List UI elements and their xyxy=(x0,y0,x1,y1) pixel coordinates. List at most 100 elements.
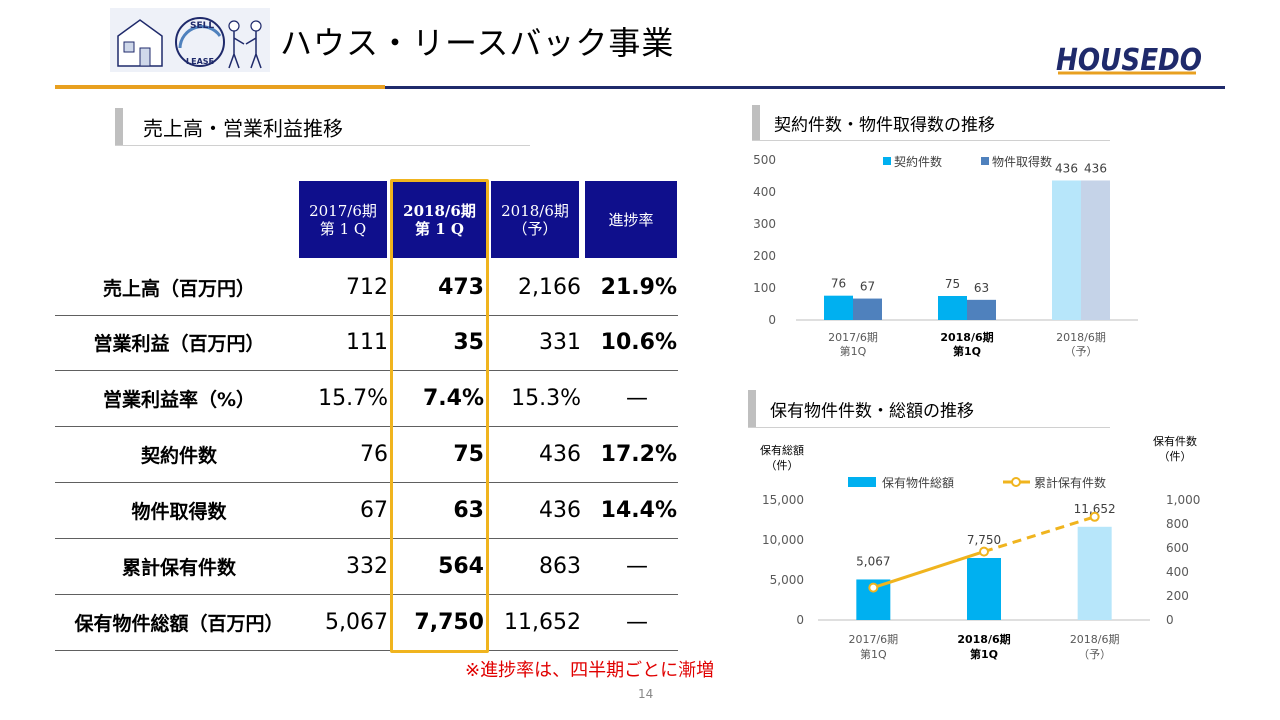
row-divider xyxy=(55,315,678,316)
y-tick-label: 100 xyxy=(753,281,776,295)
row-label: 累計保有件数 xyxy=(121,557,236,579)
y-tick-label: 300 xyxy=(753,217,776,231)
legend-swatch xyxy=(981,157,989,165)
table-cell: 5,067 xyxy=(325,610,388,635)
bar xyxy=(938,296,967,320)
line-segment-forecast xyxy=(983,515,1096,554)
table-cell: 67 xyxy=(360,498,388,523)
row-divider xyxy=(55,482,678,483)
column-header-2018q1: 2018/6期第 1 Q xyxy=(393,181,486,258)
table-cell: 7,750 xyxy=(414,610,484,635)
sell-lease-illustration: SELL LEASE xyxy=(110,8,270,72)
table-cell: 75 xyxy=(453,442,484,467)
housedo-logo: HOUSEDO xyxy=(1056,43,1202,76)
bar-value-label: 5,067 xyxy=(856,554,890,568)
bar xyxy=(1052,180,1081,320)
column-header-2017q1: 2017/6期第 1 Q xyxy=(299,181,387,258)
y-tick-label-left: 5,000 xyxy=(770,573,804,587)
bar-value-label: 11,652 xyxy=(1074,502,1116,516)
table-cell: 63 xyxy=(453,498,484,523)
table-cell: 17.2% xyxy=(600,442,677,467)
row-divider xyxy=(55,650,678,651)
bar-value-label: 76 xyxy=(831,277,846,291)
bar-value-label: 7,750 xyxy=(967,533,1001,547)
section-title-sales: 売上高・営業利益推移 xyxy=(143,116,343,141)
table-cell: 14.4% xyxy=(600,498,677,523)
table-cell: — xyxy=(626,610,648,635)
table-cell: 473 xyxy=(438,275,484,300)
table-cell: 15.7% xyxy=(318,386,388,411)
table-cell: 436 xyxy=(539,498,581,523)
bar xyxy=(1081,180,1110,320)
legend-label: 契約件数 xyxy=(894,154,942,169)
footnote: ※進捗率は、四半期ごとに漸増 xyxy=(465,660,715,681)
table-cell: 564 xyxy=(438,554,484,579)
y-axis-title-left: （件） xyxy=(766,459,799,472)
x-tick-label: 第1Q xyxy=(860,647,887,661)
row-label: 契約件数 xyxy=(140,445,217,467)
line-point xyxy=(979,546,989,557)
y-tick-label: 0 xyxy=(768,313,776,327)
y-tick-label-right: 200 xyxy=(1166,589,1189,603)
lease-text: LEASE xyxy=(186,57,214,66)
bar xyxy=(1077,526,1112,620)
x-tick-label: 2017/6期 xyxy=(828,331,878,344)
bar xyxy=(824,295,853,320)
row-divider xyxy=(55,370,678,371)
table-cell: — xyxy=(626,554,648,579)
page-number: 14 xyxy=(638,687,654,701)
bar-value-label: 67 xyxy=(860,280,875,294)
x-tick-label: 2018/6期 xyxy=(1070,633,1120,646)
column-header-2018-forecast: 2018/6期 （予） xyxy=(491,181,579,258)
x-tick-label: 2017/6期 xyxy=(848,633,898,646)
row-label: 保有物件総額（百万円） xyxy=(74,613,284,635)
page-title: ハウス・リースバック事業 xyxy=(280,24,675,62)
y-tick-label-right: 400 xyxy=(1166,565,1189,579)
y-tick-label-left: 15,000 xyxy=(762,493,804,507)
section-header-sales: 売上高・営業利益推移 xyxy=(115,108,530,146)
table-cell: 21.9% xyxy=(600,275,677,300)
bar xyxy=(853,298,882,320)
section-header-contracts: 契約件数・物件取得数の推移 xyxy=(752,105,1110,141)
table-cell: 712 xyxy=(346,275,388,300)
table-cell: 7.4% xyxy=(422,386,484,411)
holdings-chart: 保有総額 （件） 保有件数 （件） 0 5,000 10,000 15,000 0 200 400 6… xyxy=(760,434,1200,661)
row-label: 営業利益率（%） xyxy=(102,389,256,411)
legend-marker xyxy=(1011,477,1021,487)
line-segment xyxy=(872,550,985,590)
brand-text: HOUSEDO xyxy=(1056,43,1202,76)
section-title-holdings: 保有物件件数・総額の推移 xyxy=(770,401,974,422)
table-cell: 331 xyxy=(539,330,581,355)
line-point xyxy=(868,582,879,593)
x-tick-label: 第1Q xyxy=(953,344,981,358)
y-tick-label-right: 1,000 xyxy=(1166,493,1200,507)
x-tick-label: 第1Q xyxy=(840,344,867,358)
sell-text: SELL xyxy=(190,21,214,31)
x-tick-label: 2018/6期 xyxy=(1056,331,1106,344)
bar xyxy=(967,558,1001,620)
table-cell: 863 xyxy=(539,554,581,579)
y-tick-label-right: 0 xyxy=(1166,613,1174,627)
row-label: 売上高（百万円） xyxy=(102,278,255,300)
row-divider xyxy=(55,538,678,539)
x-tick-label: （予） xyxy=(1078,648,1111,661)
header-rule-navy xyxy=(385,86,1225,89)
legend-swatch xyxy=(883,157,891,165)
x-tick-label: 第1Q xyxy=(970,647,998,661)
legend-label: 保有物件総額 xyxy=(882,476,954,490)
y-tick-label: 500 xyxy=(753,153,776,167)
line-point xyxy=(1089,511,1100,522)
y-tick-label-right: 800 xyxy=(1166,517,1189,531)
column-header-progress: 進捗率 xyxy=(585,181,677,258)
bar-value-label: 75 xyxy=(945,277,960,291)
table-cell: 76 xyxy=(360,442,388,467)
table-cell: — xyxy=(626,386,648,411)
table-cell: 11,652 xyxy=(504,610,581,635)
y-tick-label-left: 0 xyxy=(796,613,804,627)
section-header-holdings: 保有物件件数・総額の推移 xyxy=(748,390,1110,428)
current-period-highlight xyxy=(390,179,489,653)
row-divider xyxy=(55,594,678,595)
y-axis-title-left: 保有総額 xyxy=(760,443,804,457)
row-divider xyxy=(55,426,678,427)
